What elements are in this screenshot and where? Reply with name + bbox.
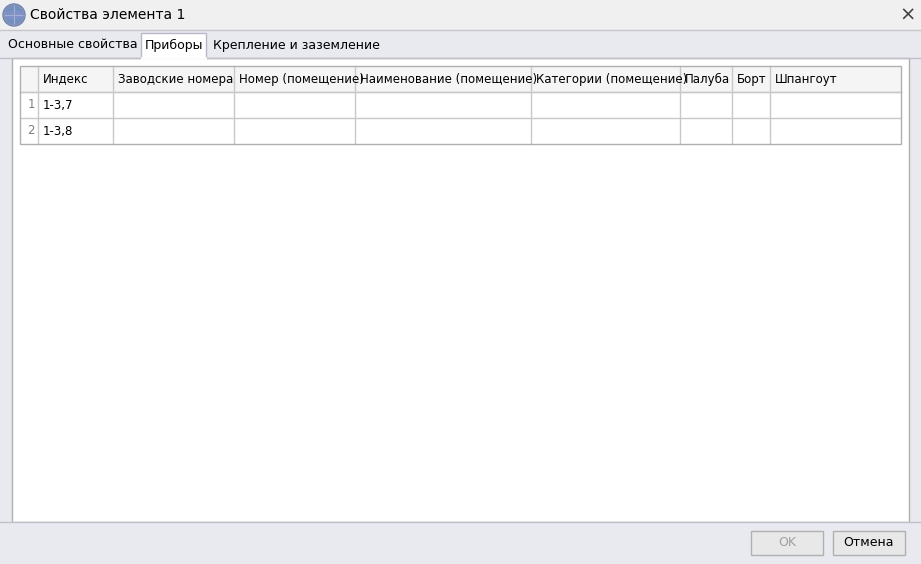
Text: Заводские номера: Заводские номера <box>119 73 234 86</box>
Text: Номер (помещение): Номер (помещение) <box>239 73 364 86</box>
Circle shape <box>3 4 25 26</box>
Text: OK: OK <box>778 536 796 549</box>
Bar <box>751 531 823 555</box>
Text: Крепление и заземление: Крепление и заземление <box>213 38 380 51</box>
Text: ×: × <box>900 6 916 24</box>
Bar <box>0 0 921 30</box>
Text: Категории (помещение): Категории (помещение) <box>536 73 687 86</box>
Text: 1: 1 <box>28 99 35 112</box>
Text: 1-3,8: 1-3,8 <box>43 125 74 138</box>
Ellipse shape <box>4 11 24 19</box>
Bar <box>141 33 206 58</box>
Text: Палуба: Палуба <box>684 72 729 86</box>
Text: Приборы: Приборы <box>145 38 203 51</box>
Text: Наименование (помещение): Наименование (помещение) <box>360 73 537 86</box>
Bar <box>0 30 921 58</box>
Text: 1-3,7: 1-3,7 <box>43 99 74 112</box>
Circle shape <box>4 5 24 25</box>
Text: Борт: Борт <box>737 73 766 86</box>
Text: 2: 2 <box>28 125 35 138</box>
Bar <box>833 531 905 555</box>
Bar <box>12 58 909 522</box>
Text: Свойства элемента 1: Свойства элемента 1 <box>30 8 185 22</box>
Bar <box>0 522 921 564</box>
Bar <box>20 66 901 144</box>
Text: Шпангоут: Шпангоут <box>775 73 838 86</box>
Text: Отмена: Отмена <box>844 536 894 549</box>
Text: Индекс: Индекс <box>43 73 88 86</box>
Text: Основные свойства: Основные свойства <box>8 38 138 51</box>
Bar <box>20 66 901 92</box>
